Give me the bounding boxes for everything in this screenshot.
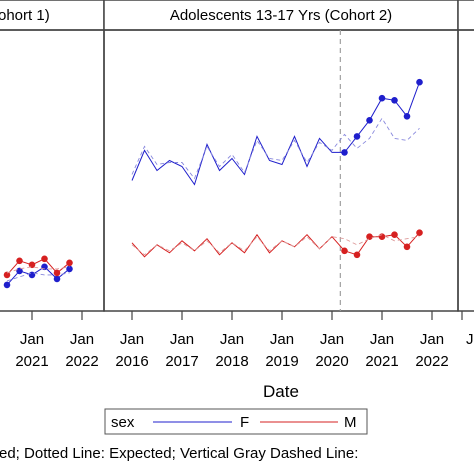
x-tick-label-year: 2020 bbox=[315, 353, 348, 370]
data-point-m bbox=[66, 259, 73, 267]
x-tick-label-year: 2021 bbox=[365, 353, 398, 370]
x-tick-label-year: 2019 bbox=[265, 353, 298, 370]
series-line-f-expected bbox=[131, 117, 420, 180]
x-tick-label-month: Jan bbox=[370, 331, 394, 348]
data-point-f bbox=[366, 117, 373, 124]
data-point-f bbox=[403, 113, 411, 120]
x-tick-label-month: Jan bbox=[270, 331, 294, 348]
left-x-ticks: Jan 2021 Jan 2022 bbox=[15, 311, 99, 370]
data-point-f bbox=[16, 267, 23, 275]
left-panel-series bbox=[3, 255, 73, 289]
x-tick-label-month: Jan bbox=[220, 331, 244, 348]
data-point-m bbox=[366, 233, 373, 240]
left-panel-title: ohort 1) bbox=[0, 7, 50, 24]
data-point-f bbox=[378, 94, 386, 102]
legend-box bbox=[104, 408, 368, 435]
x-tick-label-month: Jan bbox=[420, 331, 444, 348]
x-tick-label-year: 2016 bbox=[115, 353, 148, 370]
data-point-m bbox=[16, 257, 23, 265]
x-tick-label-year: 2022 bbox=[65, 353, 98, 370]
data-point-m bbox=[3, 271, 11, 279]
x-axis-title: Date bbox=[263, 382, 299, 401]
x-tick-label-month: Jan bbox=[120, 331, 144, 348]
series-line-f-expected bbox=[6, 272, 70, 282]
footnote: ed; Dotted Line: Expected; Vertical Gray… bbox=[0, 445, 358, 462]
main-panel-series bbox=[131, 78, 423, 259]
data-point-f bbox=[53, 275, 61, 283]
series-line-m-expected bbox=[6, 266, 70, 274]
main-x-ticks: Jan 2016 Jan 2017 Jan 2018 Jan 2019 Jan 2020 Jan 20… bbox=[115, 311, 449, 370]
main-panel-title: Adolescents 13-17 Yrs (Cohort 2) bbox=[170, 7, 392, 24]
data-point-m bbox=[41, 255, 48, 263]
right-panel-frame bbox=[457, 29, 474, 312]
data-point-f bbox=[341, 149, 348, 156]
x-tick-label-year: 2017 bbox=[165, 353, 198, 370]
data-point-m bbox=[28, 261, 36, 269]
x-tick-label-month: Jan bbox=[20, 331, 44, 348]
x-tick-label-year: 2018 bbox=[215, 353, 248, 370]
data-point-m bbox=[403, 243, 411, 251]
legend-label-f: F bbox=[240, 414, 249, 431]
data-point-m bbox=[53, 269, 61, 277]
legend-title: sex bbox=[111, 414, 135, 431]
series-line-m-expected bbox=[131, 234, 420, 256]
data-point-f bbox=[3, 281, 11, 289]
x-tick-label-month: Jan bbox=[70, 331, 94, 348]
main-panel-header bbox=[103, 0, 459, 31]
right-panel-header bbox=[457, 0, 474, 31]
data-point-m bbox=[391, 231, 398, 238]
series-line-m-observed bbox=[131, 232, 420, 258]
data-point-f bbox=[416, 78, 423, 86]
legend-label-m: M bbox=[344, 414, 357, 431]
x-tick-label-year: 2021 bbox=[15, 353, 48, 370]
series-line-f-observed bbox=[131, 82, 420, 186]
x-tick-label-month: Jan bbox=[320, 331, 344, 348]
x-tick-label-year: 2022 bbox=[415, 353, 448, 370]
data-point-m bbox=[416, 229, 423, 236]
data-point-f bbox=[353, 133, 361, 140]
data-point-f bbox=[28, 271, 36, 279]
x-tick-label-month: Jan bbox=[170, 331, 194, 348]
data-point-f bbox=[391, 97, 398, 104]
right-clipped-tick-label: J bbox=[466, 331, 474, 348]
data-point-f bbox=[66, 265, 73, 273]
legend: sex F M bbox=[104, 408, 368, 435]
data-point-m bbox=[341, 247, 348, 255]
data-point-m bbox=[353, 251, 361, 259]
